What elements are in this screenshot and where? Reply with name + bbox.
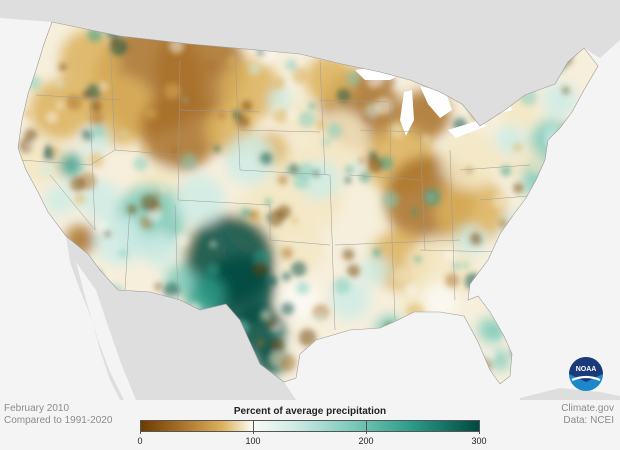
state-borders (19, 39, 541, 331)
legend-title: Percent of average precipitation (233, 406, 387, 417)
lake-michigan (400, 90, 414, 136)
baseline-label: Compared to 1991-2020 (4, 415, 113, 426)
legend-tick-300: 300 (471, 436, 487, 446)
legend-tick-100: 100 (245, 436, 261, 446)
legend-color-bar (140, 420, 480, 432)
noaa-logo-text: NOAA (576, 366, 597, 373)
precipitation-map (0, 0, 620, 400)
source-label: Data: NCEI (563, 415, 614, 426)
legend-tick-0: 0 (137, 436, 143, 446)
legend-tick-200: 200 (358, 436, 374, 446)
date-label: February 2010 (4, 403, 70, 414)
footer-right: Climate.gov Data: NCEI (561, 403, 614, 427)
lake-erie (448, 120, 486, 138)
credit-label: Climate.gov (561, 403, 614, 414)
mexico-land (66, 236, 296, 400)
cuba-land (520, 388, 620, 400)
baja-peninsula (76, 262, 136, 400)
footer-left: February 2010 Compared to 1991-2020 (4, 403, 112, 427)
canada-land (0, 0, 620, 126)
noaa-logo-icon: NOAA (569, 357, 603, 391)
